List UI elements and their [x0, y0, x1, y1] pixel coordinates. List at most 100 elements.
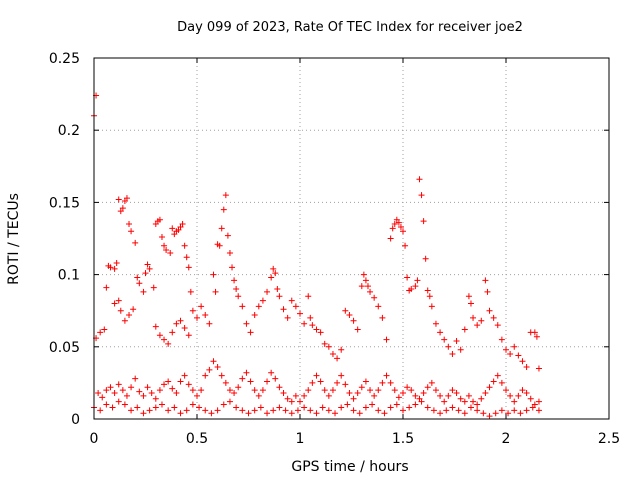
- data-point: [350, 395, 357, 402]
- data-point: [214, 407, 221, 414]
- data-point: [362, 404, 369, 411]
- data-point: [420, 218, 427, 225]
- data-point: [140, 288, 147, 295]
- data-point: [441, 398, 448, 405]
- data-point: [408, 286, 415, 293]
- data-point: [503, 346, 509, 353]
- data-point: [523, 407, 530, 414]
- data-point: [332, 410, 339, 417]
- data-point: [280, 306, 287, 313]
- data-point: [198, 303, 205, 310]
- data-point: [243, 320, 250, 327]
- data-point: [136, 280, 143, 287]
- data-point: [231, 277, 238, 284]
- data-point: [461, 398, 468, 405]
- data-point: [126, 221, 133, 228]
- data-point: [519, 387, 526, 394]
- data-point: [400, 228, 406, 235]
- data-point: [119, 387, 126, 394]
- data-point: [325, 343, 332, 350]
- data-point: [119, 205, 126, 212]
- data-point: [498, 379, 505, 386]
- data-point: [97, 407, 104, 414]
- data-point: [430, 407, 437, 414]
- data-point: [173, 320, 180, 327]
- data-point: [474, 401, 481, 408]
- data-point: [101, 326, 108, 333]
- data-point: [490, 378, 497, 385]
- data-point: [412, 401, 419, 408]
- data-point: [467, 300, 474, 307]
- data-point: [369, 401, 376, 408]
- data-point: [247, 329, 254, 336]
- data-point: [103, 401, 110, 408]
- data-point: [418, 192, 425, 199]
- data-point: [235, 384, 242, 391]
- data-point: [389, 225, 396, 232]
- data-point: [208, 410, 215, 417]
- data-point: [235, 293, 242, 300]
- data-point: [344, 401, 351, 408]
- data-point: [156, 216, 163, 223]
- data-point: [375, 387, 382, 394]
- data-point: [212, 288, 219, 295]
- data-point: [224, 232, 231, 239]
- data-point: [354, 326, 361, 333]
- data-point: [264, 410, 271, 417]
- data-point: [294, 407, 301, 414]
- data-point: [187, 288, 194, 295]
- data-point: [358, 384, 365, 391]
- data-point: [130, 306, 137, 313]
- data-point: [268, 274, 275, 281]
- data-point: [280, 390, 287, 397]
- data-point: [325, 407, 332, 414]
- data-point: [270, 407, 277, 414]
- data-point: [301, 320, 308, 327]
- data-point: [408, 387, 415, 394]
- data-point: [484, 288, 491, 295]
- data-point: [404, 274, 411, 281]
- data-point: [511, 407, 518, 414]
- data-point: [503, 387, 509, 394]
- data-point: [321, 340, 328, 347]
- data-point: [179, 221, 186, 228]
- data-point: [233, 286, 240, 293]
- data-point: [297, 398, 303, 405]
- data-point: [375, 407, 382, 414]
- x-tick-label: 2.5: [598, 431, 620, 447]
- data-point: [461, 326, 468, 333]
- data-point: [307, 314, 314, 321]
- data-point: [272, 375, 279, 382]
- data-point: [243, 369, 250, 376]
- data-point: [274, 286, 281, 293]
- data-point: [305, 293, 312, 300]
- data-point: [418, 398, 425, 405]
- data-point: [395, 219, 402, 226]
- data-point: [144, 384, 151, 391]
- data-point: [360, 271, 367, 278]
- data-point: [511, 398, 518, 405]
- data-point: [424, 384, 431, 391]
- data-point: [507, 392, 514, 399]
- data-point: [152, 395, 159, 402]
- data-point: [527, 395, 534, 402]
- data-point: [400, 390, 406, 397]
- data-point: [342, 381, 349, 388]
- data-point: [367, 387, 374, 394]
- data-point: [437, 410, 444, 417]
- data-point: [498, 336, 505, 343]
- data-point: [173, 390, 180, 397]
- data-point: [107, 264, 114, 271]
- data-point: [126, 312, 133, 319]
- data-point: [226, 387, 233, 394]
- data-point: [121, 317, 128, 324]
- data-point: [156, 332, 163, 339]
- data-point: [317, 329, 324, 336]
- data-point: [270, 265, 277, 272]
- data-point: [292, 303, 299, 310]
- data-point: [457, 395, 464, 402]
- data-point: [161, 381, 168, 388]
- data-point: [309, 379, 316, 386]
- data-point: [97, 329, 104, 336]
